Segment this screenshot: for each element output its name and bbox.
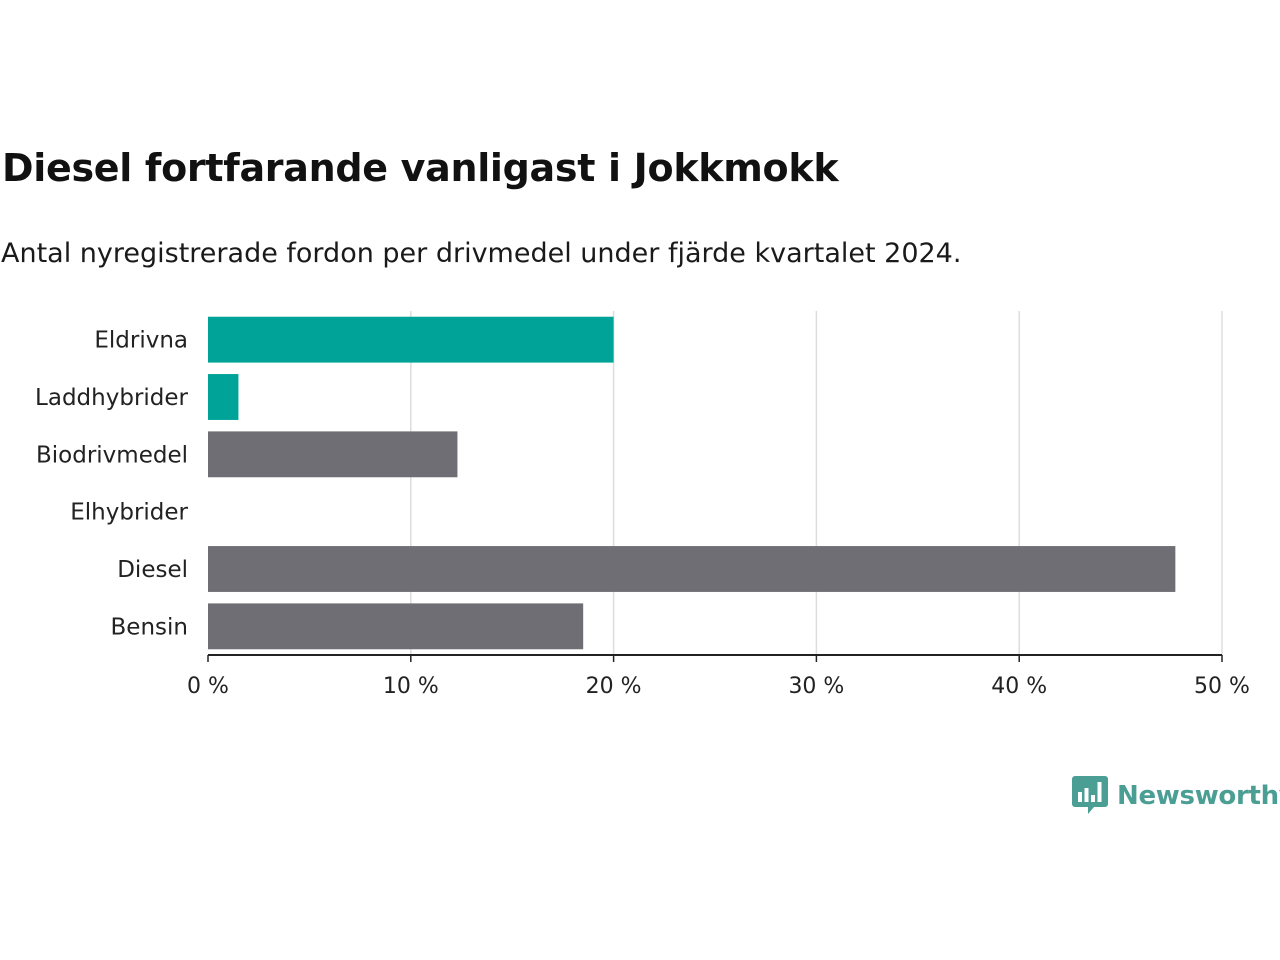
- category-label: Eldrivna: [94, 328, 188, 354]
- gridlines: [410, 311, 1223, 655]
- category-label: Diesel: [117, 557, 188, 583]
- x-tick-label: 40 %: [991, 674, 1047, 699]
- category-labels: Eldrivna Laddhybrider Biodrivmedel Elhybrid…: [35, 328, 188, 641]
- brand-name: Newsworthy: [1117, 781, 1280, 811]
- category-label: Laddhybrider: [35, 385, 188, 411]
- bar-diesel: [208, 546, 1176, 592]
- x-tick-label: 0 %: [187, 674, 229, 699]
- chart-title: Diesel fortfarande vanligast i Jokkmokk: [2, 146, 839, 190]
- category-label: Biodrivmedel: [36, 442, 188, 468]
- chart-subtitle: Antal nyregistrerade fordon per drivmede…: [1, 238, 962, 269]
- x-tick-label: 20 %: [586, 674, 642, 699]
- x-tick-label: 30 %: [788, 674, 844, 699]
- bar-biodrivmedel: [208, 431, 458, 478]
- newsworthy-logo-icon: [1072, 776, 1108, 814]
- bar-eldrivna: [208, 316, 614, 363]
- x-axis: 0 % 10 % 20 % 30 % 40 % 50 %: [187, 654, 1250, 699]
- x-tick-label: 50 %: [1194, 674, 1250, 699]
- category-label: Bensin: [111, 614, 188, 640]
- bar-bensin: [208, 603, 584, 650]
- bar-chart: Eldrivna Laddhybrider Biodrivmedel Elhybrid…: [35, 311, 1250, 699]
- brand-logo[interactable]: Newsworthy: [1072, 776, 1280, 816]
- bar-laddhybrider: [208, 374, 239, 420]
- x-tick-label: 10 %: [383, 674, 439, 699]
- bars: [208, 316, 1176, 650]
- category-label: Elhybrider: [70, 500, 188, 526]
